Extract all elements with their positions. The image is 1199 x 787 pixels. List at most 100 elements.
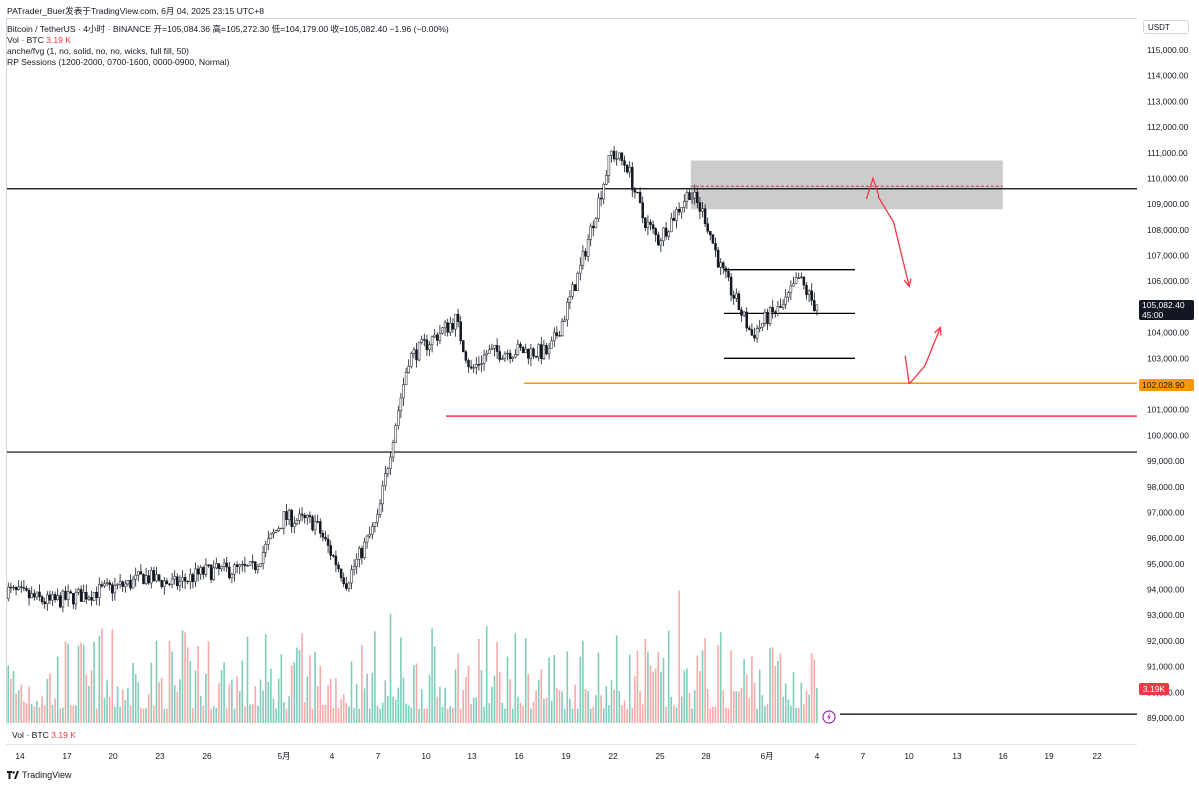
- time-tick-label: 22: [1092, 751, 1102, 761]
- candle-body: [771, 307, 774, 313]
- candle-body: [72, 592, 75, 605]
- candle-body: [350, 569, 353, 584]
- candle-body: [79, 589, 83, 602]
- volume-bar: [397, 687, 400, 723]
- candle-body: [14, 586, 18, 591]
- volume-bar: [465, 676, 467, 723]
- candle-body: [85, 592, 88, 600]
- volume-bar: [259, 679, 262, 723]
- volume-legend-bottom[interactable]: Vol · BTC 3.19 K: [12, 730, 76, 740]
- volume-bar: [678, 590, 680, 723]
- candle-body: [137, 571, 140, 576]
- time-tick-label: 6月: [760, 751, 773, 761]
- candle-body: [441, 327, 444, 334]
- candle-body: [365, 535, 369, 543]
- volume-bar: [766, 703, 769, 723]
- candle-body: [168, 583, 171, 585]
- volume-bar: [493, 675, 496, 723]
- volume-bar: [712, 706, 714, 723]
- volume-bar: [511, 708, 514, 723]
- candle-body: [160, 580, 163, 587]
- indicator-sessions-legend[interactable]: RP Sessions (1200-2000, 0700-1600, 0000-…: [7, 57, 230, 67]
- candle-body: [469, 366, 473, 369]
- price-tick-label: 96,000.00: [1147, 533, 1185, 543]
- volume-bar: [319, 665, 322, 723]
- candle-body: [157, 574, 161, 581]
- volume-legend-bottom-label: Vol · BTC: [12, 730, 49, 740]
- tradingview-brand[interactable]: TradingView: [7, 770, 72, 780]
- candle-body: [12, 586, 15, 589]
- volume-bar: [285, 708, 288, 723]
- price-tick-label: 114,000.00: [1147, 71, 1189, 81]
- volume-bar: [790, 705, 792, 723]
- volume-legend-top[interactable]: Vol · BTC 3.19 K: [7, 35, 71, 45]
- volume-bar: [459, 708, 462, 723]
- volume-bar: [457, 653, 459, 723]
- candle-body: [683, 201, 686, 208]
- volume-bar: [621, 705, 623, 723]
- volume-bar: [77, 645, 80, 723]
- volume-bar: [782, 696, 784, 723]
- candle-body: [558, 335, 561, 337]
- volume-bar: [212, 706, 215, 723]
- candle-body: [737, 293, 741, 311]
- volume-bar: [23, 701, 25, 723]
- candle-body: [238, 564, 241, 567]
- price-tick-label: 103,000.00: [1147, 353, 1189, 363]
- candle-body: [753, 334, 756, 339]
- volume-bar: [98, 635, 101, 723]
- plot-area[interactable]: [6, 18, 1137, 725]
- volume-bar: [340, 699, 342, 723]
- volume-bar: [5, 666, 7, 723]
- candle-body: [625, 164, 629, 173]
- volume-bar: [270, 668, 272, 723]
- candle-body: [623, 160, 626, 166]
- volume-bar: [730, 650, 732, 723]
- candle-body: [740, 309, 743, 316]
- volume-bar: [704, 638, 706, 723]
- candle-body: [693, 191, 696, 199]
- time-axis[interactable]: [6, 744, 1137, 745]
- volume-bar: [589, 708, 592, 723]
- symbol-info[interactable]: Bitcoin / TetherUS · 4小时 · BINANCE 开=105…: [7, 24, 449, 34]
- volume-bar: [491, 686, 493, 723]
- volume-bar: [277, 678, 280, 723]
- volume-bar: [335, 678, 337, 723]
- candle-body: [64, 590, 67, 600]
- candle-body: [711, 234, 715, 244]
- candle-body: [467, 360, 470, 368]
- candle-body: [319, 521, 322, 534]
- candle-body: [644, 217, 647, 229]
- volume-bar: [618, 690, 621, 723]
- candle-body: [667, 231, 670, 237]
- volume-bar: [506, 656, 509, 723]
- indicator-fvg-legend[interactable]: anche/fvg (1, no, solid, no, no, wicks, …: [7, 46, 189, 56]
- volume-bar: [615, 635, 618, 723]
- volume-bar: [361, 644, 363, 723]
- volume-bar: [298, 649, 301, 723]
- candle-body: [199, 567, 202, 575]
- candle-body: [701, 208, 704, 212]
- volume-bar: [602, 708, 605, 723]
- volume-bar: [194, 670, 197, 723]
- volume-bar: [54, 698, 56, 723]
- candle-body: [116, 584, 119, 586]
- volume-bar: [322, 705, 324, 723]
- candle-body: [61, 590, 65, 608]
- volume-bar: [514, 633, 517, 723]
- volume-bar: [80, 642, 82, 723]
- volume-bar: [501, 702, 504, 723]
- volume-bar: [764, 706, 766, 723]
- currency-button[interactable]: USDT: [1143, 20, 1189, 34]
- volume-bar: [150, 662, 153, 723]
- volume-bar: [454, 669, 457, 723]
- volume-bar: [363, 688, 366, 723]
- volume-bar: [223, 662, 225, 723]
- volume-bar: [238, 691, 241, 723]
- volume-bar: [413, 665, 415, 723]
- candle-body: [46, 594, 49, 605]
- volume-bar: [108, 696, 111, 723]
- candle-body: [813, 300, 816, 312]
